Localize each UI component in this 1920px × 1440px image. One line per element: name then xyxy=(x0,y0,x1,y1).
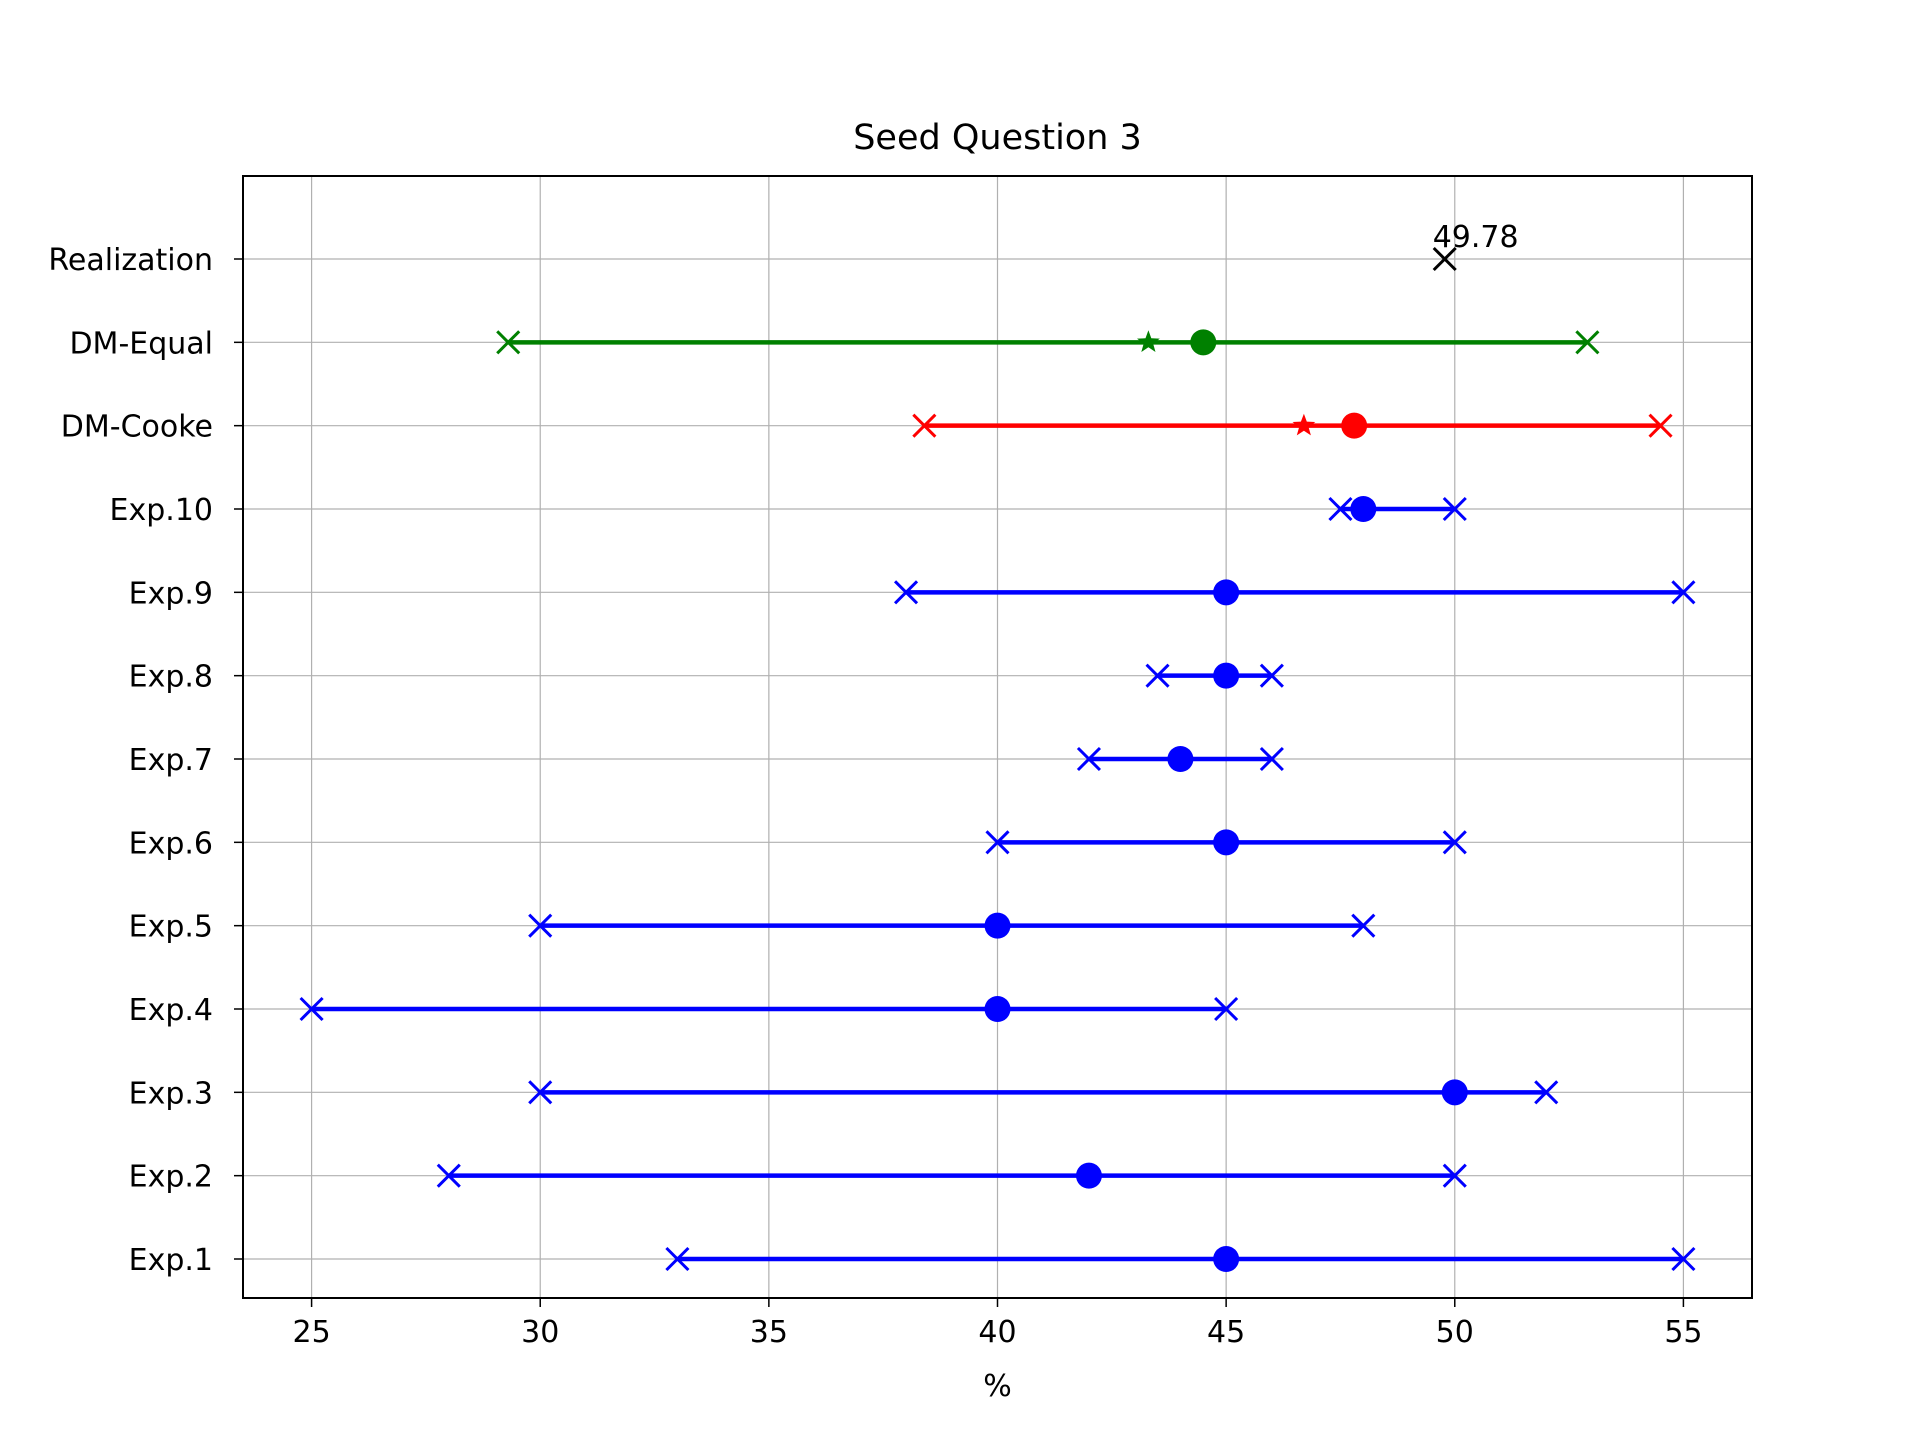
x-tick-label: 25 xyxy=(292,1315,330,1350)
y-tick-label: Exp.7 xyxy=(129,743,213,778)
chart-title: Seed Question 3 xyxy=(853,118,1142,158)
high-bound-marker xyxy=(1259,663,1284,688)
y-tick-label: Exp.9 xyxy=(129,576,213,611)
x-tick-label: 55 xyxy=(1664,1315,1702,1350)
y-tick-label: Realization xyxy=(48,243,213,278)
y-tick-label: Exp.10 xyxy=(110,493,213,528)
interval-exp-3 xyxy=(528,1079,1559,1106)
high-bound-marker xyxy=(1575,330,1600,355)
realization-point: 49.78 xyxy=(1432,220,1519,272)
high-bound-marker xyxy=(1351,913,1376,938)
interval-exp-5 xyxy=(528,912,1376,939)
low-bound-marker xyxy=(436,1163,461,1188)
y-tick-label: DM-Equal xyxy=(69,326,213,361)
low-bound-marker xyxy=(665,1246,690,1272)
interval-exp-10 xyxy=(1328,496,1467,522)
interval-exp-1 xyxy=(665,1246,1696,1272)
y-tick-label: Exp.4 xyxy=(129,993,213,1028)
x-tick-label: 40 xyxy=(978,1315,1016,1350)
high-bound-marker xyxy=(1259,746,1284,772)
low-bound-marker xyxy=(496,330,521,355)
realization-value-label: 49.78 xyxy=(1433,220,1519,255)
axis-ticks: 25 30 35 40 45 50 55 Exp.1 Exp.2 Exp.3 Exp.4 Exp.5 E… xyxy=(48,243,1702,1350)
x-tick-label: 45 xyxy=(1207,1315,1245,1350)
y-tick-label: Exp.3 xyxy=(129,1076,213,1111)
median-marker xyxy=(984,996,1011,1022)
low-bound-marker xyxy=(528,1080,553,1105)
high-bound-marker xyxy=(1534,1080,1559,1105)
interval-dm-equal xyxy=(496,329,1600,356)
low-bound-marker xyxy=(893,580,919,605)
low-bound-marker xyxy=(912,413,937,438)
low-bound-marker xyxy=(1076,746,1102,772)
y-tick-label: Exp.1 xyxy=(129,1243,213,1278)
plot-data: 49.78 xyxy=(299,220,1696,1272)
high-bound-marker xyxy=(1671,580,1696,605)
median-marker xyxy=(1341,412,1368,439)
interval-exp-4 xyxy=(299,996,1239,1022)
high-bound-marker xyxy=(1648,413,1673,438)
interval-exp-6 xyxy=(985,829,1467,856)
median-marker xyxy=(1190,329,1217,356)
realization-marker xyxy=(1432,246,1457,272)
median-marker xyxy=(1213,1246,1240,1272)
low-bound-marker xyxy=(985,830,1010,855)
median-marker xyxy=(1213,662,1240,689)
interval-dm-cooke xyxy=(912,412,1673,439)
y-tick-label: Exp.8 xyxy=(129,660,213,695)
interval-exp-2 xyxy=(436,1162,1467,1189)
y-tick-label: DM-Cooke xyxy=(61,410,213,445)
median-marker xyxy=(1441,1079,1468,1106)
mean-star-marker xyxy=(1292,413,1316,436)
high-bound-marker xyxy=(1214,996,1239,1022)
high-bound-marker xyxy=(1671,1246,1696,1272)
y-tick-label: Exp.6 xyxy=(129,826,213,861)
high-bound-marker xyxy=(1442,1163,1467,1188)
median-marker xyxy=(1213,829,1240,856)
interval-exp-8 xyxy=(1145,662,1284,689)
x-tick-label: 30 xyxy=(521,1315,559,1350)
median-marker xyxy=(984,912,1011,939)
low-bound-marker xyxy=(1145,663,1170,688)
low-bound-marker xyxy=(299,996,324,1022)
median-marker xyxy=(1075,1162,1102,1189)
median-marker xyxy=(1167,746,1194,772)
interval-exp-7 xyxy=(1076,746,1284,772)
high-bound-marker xyxy=(1442,496,1467,522)
low-bound-marker xyxy=(1328,496,1353,522)
y-tick-label: Exp.5 xyxy=(129,910,213,945)
y-tick-label: Exp.2 xyxy=(129,1160,213,1195)
x-tick-label: 35 xyxy=(750,1315,788,1350)
interval-exp-9 xyxy=(893,579,1696,606)
x-axis-label: % xyxy=(983,1369,1012,1404)
mean-star-marker xyxy=(1137,330,1160,352)
median-marker xyxy=(1350,496,1377,522)
low-bound-marker xyxy=(528,913,553,938)
high-bound-marker xyxy=(1442,830,1467,855)
median-marker xyxy=(1213,579,1240,606)
x-tick-label: 50 xyxy=(1436,1315,1474,1350)
